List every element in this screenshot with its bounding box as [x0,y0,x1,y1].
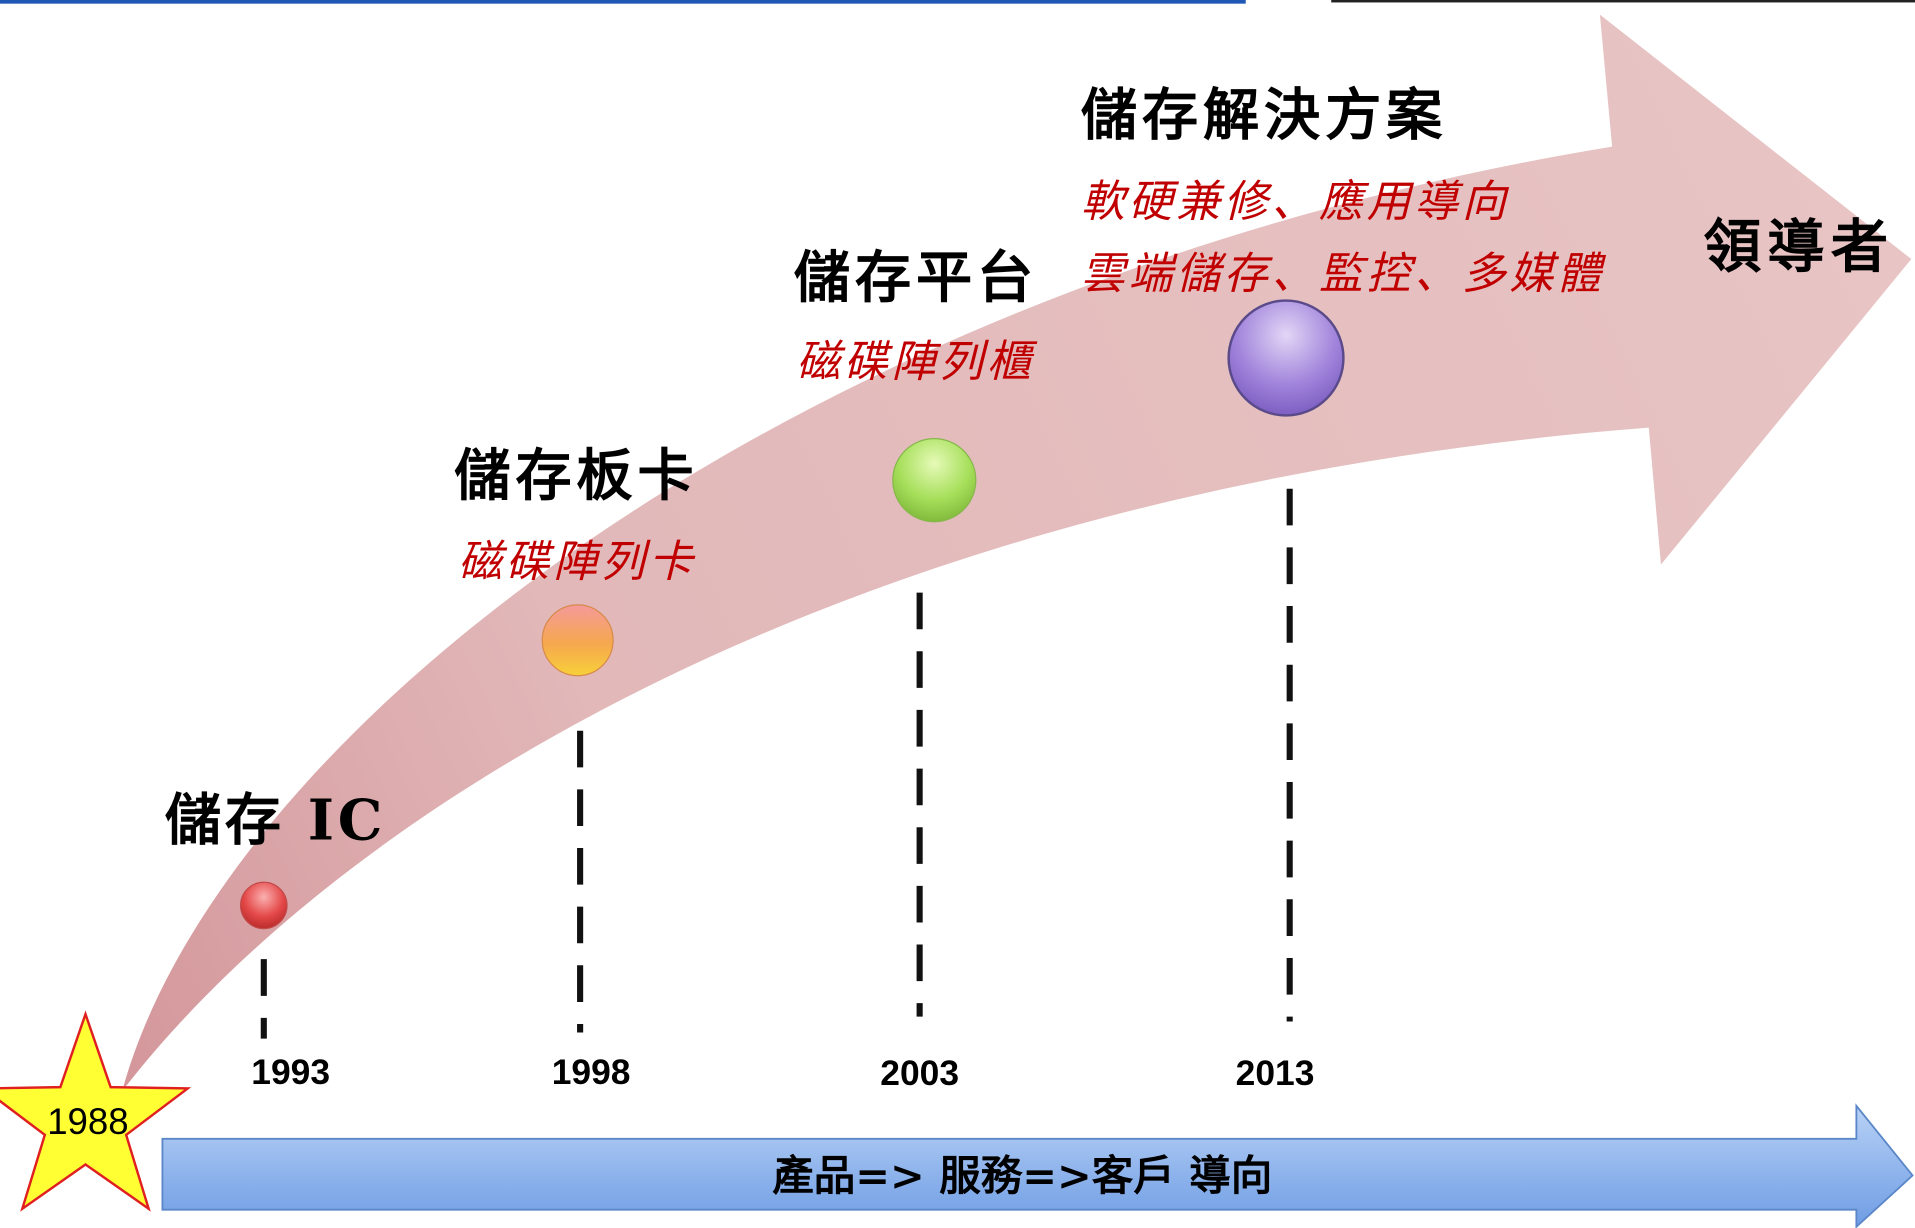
direction-arrow [161,1103,1914,1228]
milestone-2003-detail-1: 磁碟陣列櫃 [796,336,1037,387]
milestone-2013-title: 儲存解決方案 [1081,82,1447,148]
milestone-1993-title: 儲存 IC [165,787,386,853]
milestone-1993-marker [239,881,288,930]
growth-arrow [122,14,1912,1092]
header-rule-blue [0,0,1246,4]
arrow-end-label: 領導者 [1704,212,1895,280]
milestone-2013-detail-2: 雲端儲存、監控、多媒體 [1081,248,1606,299]
start-year-label: 1988 [47,1101,128,1142]
milestone-1993-year: 1993 [251,1052,330,1092]
milestone-2003-marker [892,438,977,523]
milestone-2003-year: 2003 [880,1053,959,1093]
milestone-1998-title: 儲存板卡 [454,443,698,509]
milestone-2013-detail-1: 軟硬兼修、應用導向 [1081,176,1510,227]
direction-arrow-label: 產品=> 服務=>客戶 導向 [772,1151,1272,1200]
milestone-2003-title: 儲存平台 [794,245,1038,311]
milestone-1998-marker [541,604,614,677]
milestone-1998-year: 1998 [552,1052,631,1092]
start-star [0,1010,192,1212]
header-rule-dark [1331,0,1915,3]
milestone-1998-detail-1: 磁碟陣列卡 [458,537,696,588]
milestone-2013-year: 2013 [1236,1053,1315,1093]
milestone-2013-marker [1227,299,1345,417]
